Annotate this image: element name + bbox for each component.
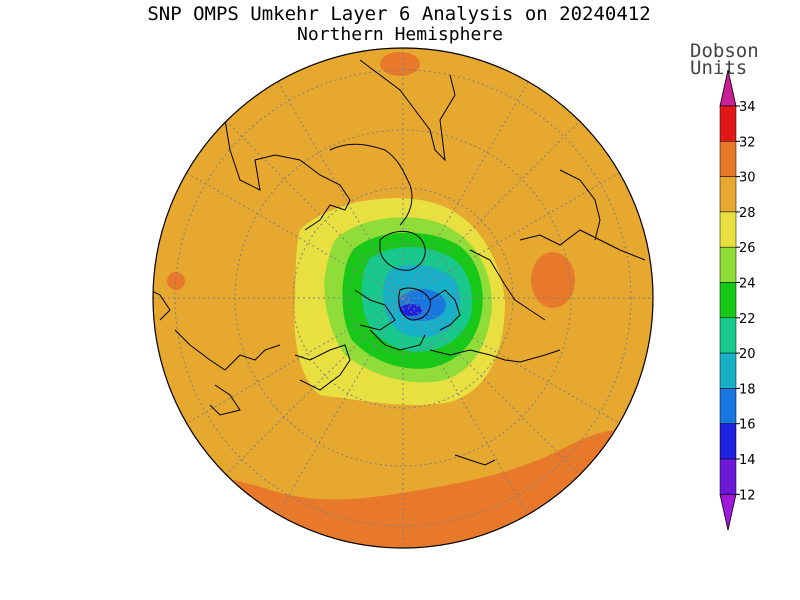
colorbar-tick-label: 34	[739, 100, 756, 115]
colorbar-tick-label: 26	[739, 241, 756, 256]
colorbar-segment	[719, 246, 737, 283]
coastlines	[153, 59, 646, 466]
colorbar-segment	[719, 458, 737, 495]
colorbar-label-units: Units	[690, 57, 748, 79]
ozone-field	[153, 48, 653, 548]
colorbar-segment	[719, 352, 737, 389]
colorbar-tick-label: 18	[739, 382, 756, 397]
colorbar-bottom-arrow	[719, 493, 737, 531]
graticule	[153, 48, 653, 548]
colorbar-tick-label: 20	[739, 347, 756, 362]
contour-30-32-east	[531, 252, 575, 308]
colorbar-tick-label: 24	[739, 277, 756, 292]
colorbar-segment	[719, 176, 737, 213]
colorbar-tick-label: 32	[739, 135, 756, 150]
colorbar-tick-label: 22	[739, 312, 756, 327]
colorbar-segment	[719, 317, 737, 354]
colorbar-tick-label: 28	[739, 206, 756, 221]
colorbar-segment	[719, 141, 737, 177]
colorbar-tick-label: 12	[739, 488, 756, 503]
colorbar-segment	[719, 282, 737, 319]
colorbar-tick-label: 30	[739, 171, 756, 186]
colorbar-label-dobson: Dobson	[690, 40, 759, 62]
colorbar-segment	[719, 423, 737, 460]
contour-30-32-west	[167, 272, 185, 290]
colorbar-segment	[719, 211, 737, 248]
map-border	[152, 47, 654, 549]
colorbar: 34 32 30 28 26 24 22 20 18 16 14 12	[719, 69, 756, 531]
contour-14-16	[400, 304, 422, 316]
colorbar-segment	[719, 105, 737, 142]
map-title: SNP OMPS Umkehr Layer 6 Analysis on 2024…	[147, 3, 651, 25]
colorbar-segment	[719, 388, 737, 424]
colorbar-top-arrow	[719, 69, 737, 107]
contour-30-32-top	[380, 52, 420, 76]
map-subtitle: Northern Hemisphere	[297, 24, 503, 45]
colorbar-tick-label: 14	[739, 453, 756, 468]
colorbar-tick-label: 16	[739, 418, 756, 433]
